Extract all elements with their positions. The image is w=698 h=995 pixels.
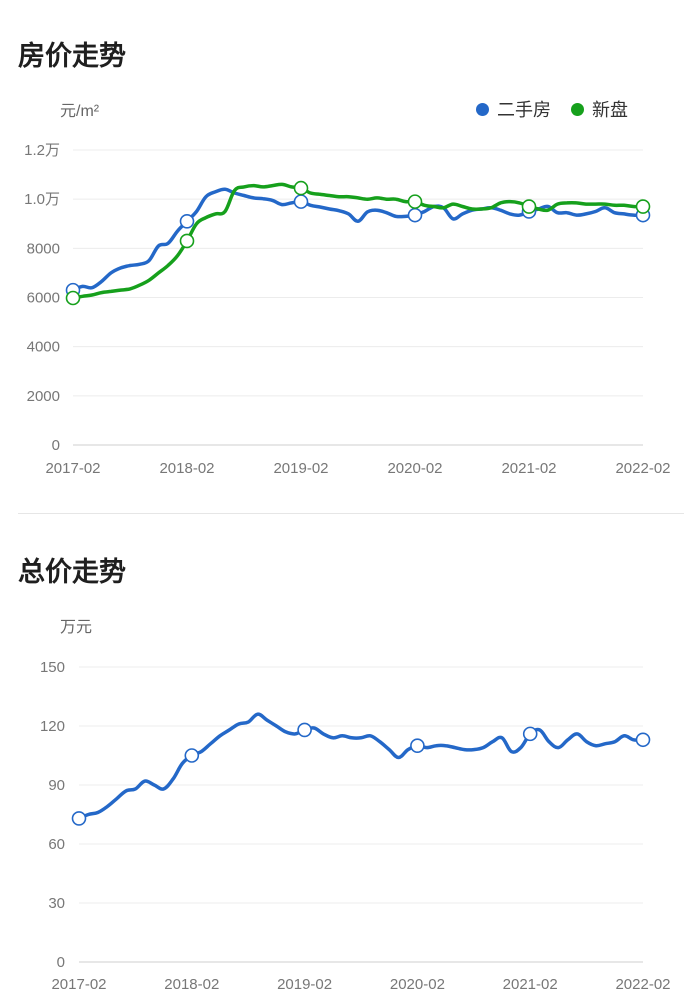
section-divider (18, 513, 684, 514)
y-tick-label: 30 (48, 895, 65, 912)
legend-label-resale: 二手房 (497, 100, 551, 120)
data-point-marker[interactable] (293, 194, 309, 209)
data-point-marker[interactable] (521, 199, 537, 214)
data-point-marker[interactable] (407, 207, 423, 223)
series-line[interactable] (71, 182, 645, 300)
total-price-trend-title: 总价走势 (18, 557, 126, 587)
y-tick-label: 1.2万 (24, 142, 60, 159)
legend-item-new[interactable]: 新盘 (571, 96, 628, 122)
y-tick-label: 1.0万 (24, 191, 60, 208)
x-tick-label: 2022-02 (615, 460, 670, 477)
price-trend-chart[interactable]: 0 2000 4000 6000 8000 1.0万 1.2万 2017-02 2018-02 2… (0, 130, 698, 480)
y-tick-label: 120 (40, 718, 65, 735)
price-unit-label: 元/m² (60, 103, 100, 120)
y-tick-label: 6000 (27, 290, 60, 307)
data-point-marker[interactable] (179, 213, 195, 229)
price-trend-title: 房价走势 (18, 41, 126, 71)
x-tick-label: 2019-02 (273, 460, 328, 477)
data-point-marker[interactable] (184, 748, 200, 763)
x-tick-label: 2020-02 (387, 460, 442, 477)
data-point-marker[interactable] (407, 194, 423, 209)
legend-label-new: 新盘 (592, 100, 628, 120)
data-point-marker[interactable] (635, 199, 651, 214)
legend-item-resale[interactable]: 二手房 (476, 96, 551, 122)
y-tick-label: 4000 (27, 339, 60, 356)
x-tick-label: 2021-02 (501, 460, 556, 477)
price-legend: 二手房 新盘 (476, 96, 628, 122)
data-point-marker[interactable] (65, 290, 81, 306)
y-tick-label: 2000 (27, 388, 60, 405)
x-tick-label: 2017-02 (51, 976, 106, 993)
data-point-marker[interactable] (179, 233, 195, 249)
data-point-marker[interactable] (522, 726, 538, 742)
data-point-marker[interactable] (71, 811, 87, 826)
x-tick-label: 2017-02 (45, 460, 100, 477)
x-tick-label: 2018-02 (159, 460, 214, 477)
series-line[interactable] (77, 712, 645, 821)
y-tick-label: 0 (52, 437, 60, 454)
legend-dot-new (571, 102, 584, 116)
data-point-marker[interactable] (410, 738, 425, 753)
y-tick-label: 150 (40, 659, 65, 676)
x-tick-label: 2018-02 (164, 976, 219, 993)
x-tick-label: 2019-02 (277, 976, 332, 993)
y-tick-label: 0 (57, 954, 65, 971)
total-price-unit-label: 万元 (60, 619, 93, 636)
legend-dot-resale (476, 102, 489, 116)
y-tick-label: 60 (48, 836, 65, 853)
y-tick-label: 8000 (27, 240, 60, 257)
data-point-marker[interactable] (293, 180, 309, 196)
x-tick-label: 2022-02 (615, 976, 670, 993)
series-line[interactable] (71, 187, 645, 292)
x-tick-label: 2020-02 (390, 976, 445, 993)
data-point-marker[interactable] (635, 732, 651, 748)
y-tick-label: 90 (48, 777, 65, 794)
total-price-trend-chart[interactable]: 0 30 60 90 120 150 2017-02 2018-02 2019-02 2020-0… (0, 645, 698, 995)
data-point-marker[interactable] (297, 722, 312, 738)
x-tick-label: 2021-02 (503, 976, 558, 993)
